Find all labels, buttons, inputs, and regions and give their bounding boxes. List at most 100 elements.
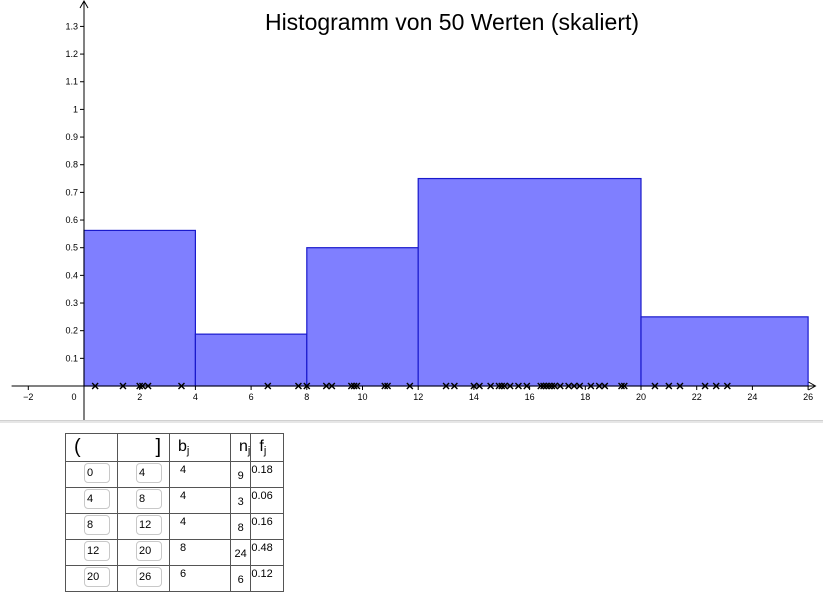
absolute-frequency-cell: 6 [229, 565, 252, 592]
data-point-marker [665, 382, 673, 390]
x-tick-label: 24 [747, 392, 757, 402]
data-point-marker [595, 382, 603, 390]
data-point-marker [601, 382, 609, 390]
data-point-marker [537, 382, 545, 390]
data-point-marker [119, 382, 127, 390]
data-point-marker [542, 382, 550, 390]
x-tick-label: 20 [636, 392, 646, 402]
data-point-marker [144, 382, 152, 390]
lower-bound-cell[interactable]: 4 [65, 487, 118, 514]
y-tick-label: 0.3 [65, 298, 78, 308]
y-tick-label: 1.1 [65, 77, 78, 87]
data-point-marker [322, 382, 330, 390]
data-point-marker [498, 382, 506, 390]
data-point-marker [328, 382, 336, 390]
relative-frequency-cell: 0.18 [250, 461, 284, 488]
header-lower-bound: ( [65, 433, 118, 462]
y-tick-label: 1 [73, 104, 78, 114]
data-point-marker [565, 382, 573, 390]
data-point-marker [514, 382, 522, 390]
data-point-marker [551, 382, 559, 390]
upper-bound-cell[interactable]: 4 [117, 461, 170, 488]
lower-bound-cell-input[interactable]: 0 [84, 463, 110, 483]
relative-frequency-cell: 0.48 [250, 539, 284, 566]
table-row: 0 4 4 9 0.18 [65, 461, 284, 488]
y-tick-label: 0.6 [65, 215, 78, 225]
data-point-marker [540, 382, 548, 390]
x-tick-label: 22 [692, 392, 702, 402]
upper-bound-cell[interactable]: 26 [117, 565, 170, 592]
data-point-marker [294, 382, 302, 390]
x-tick-label: 6 [249, 392, 254, 402]
lower-bound-cell[interactable]: 20 [65, 565, 118, 592]
x-tick-label: 16 [525, 392, 535, 402]
data-point-marker [442, 382, 450, 390]
upper-bound-cell[interactable]: 12 [117, 513, 170, 540]
bin-width-cell: 4 [169, 487, 231, 514]
data-point-marker [712, 382, 720, 390]
data-point-marker [136, 382, 144, 390]
upper-bound-cell-input[interactable]: 4 [136, 463, 162, 483]
lower-bound-cell[interactable]: 12 [65, 539, 118, 566]
data-point-marker [587, 382, 595, 390]
histogram-bar [640, 316, 809, 387]
data-point-marker [506, 382, 514, 390]
x-tick-label: 18 [580, 392, 590, 402]
data-point-marker [138, 382, 146, 390]
upper-bound-cell-input[interactable]: 20 [136, 541, 162, 561]
upper-bound-cell-input[interactable]: 8 [136, 489, 162, 509]
x-tick-label: 12 [413, 392, 423, 402]
tick-labels: −2 2 4 6 8 10 12 14 16 18 20 22 24 2600.10.20.30.40.5… [23, 21, 813, 402]
data-point-marker [701, 382, 709, 390]
data-point-marker [91, 382, 99, 390]
upper-bound-cell[interactable]: 8 [117, 487, 170, 514]
data-point-marker [470, 382, 478, 390]
data-point-marker [450, 382, 458, 390]
absolute-frequency-cell: 3 [229, 487, 252, 514]
data-point-markers [91, 382, 731, 390]
lower-bound-cell-input[interactable]: 12 [84, 541, 110, 561]
header-absolute-frequency: nj [229, 433, 252, 462]
lower-bound-cell-input[interactable]: 4 [84, 489, 110, 509]
x-tick-label: 8 [304, 392, 309, 402]
table-row: 4 8 4 3 0.06 [65, 487, 284, 514]
header-bin-width: bj [169, 433, 231, 462]
data-point-marker [487, 382, 495, 390]
upper-bound-cell-input[interactable]: 12 [136, 515, 162, 535]
y-tick-label: 0.8 [65, 160, 78, 170]
data-point-marker [406, 382, 414, 390]
absolute-frequency-cell: 8 [229, 513, 252, 540]
data-point-marker [264, 382, 272, 390]
data-point-marker [384, 382, 392, 390]
data-point-marker [676, 382, 684, 390]
lower-bound-cell-input[interactable]: 20 [84, 567, 110, 587]
y-tick-label: 0.7 [65, 187, 78, 197]
lower-bound-cell[interactable]: 0 [65, 461, 118, 488]
lower-bound-cell-input[interactable]: 8 [84, 515, 110, 535]
x-tick-label: 10 [357, 392, 367, 402]
data-point-marker [576, 382, 584, 390]
histogram-bar [306, 247, 419, 387]
data-point-marker [353, 382, 361, 390]
table-header-row: ( ] bj nj fj [65, 433, 284, 462]
absolute-frequency-cell: 9 [229, 461, 252, 488]
x-tick-label: −2 [23, 392, 33, 402]
histogram-graphics[interactable]: Histogramm von 50 Werten (skaliert) −2 2 4… [0, 0, 823, 420]
data-point-marker [651, 382, 659, 390]
x-axis-arrow [808, 381, 817, 391]
y-tick-label: 0.9 [65, 132, 78, 142]
relative-frequency-cell: 0.12 [250, 565, 284, 592]
relative-frequency-cell: 0.06 [250, 487, 284, 514]
origin-label: 0 [71, 392, 76, 402]
table-row: 20 26 6 6 0.12 [65, 565, 284, 592]
data-point-marker [177, 382, 185, 390]
data-point-marker [303, 382, 311, 390]
histogram-bar [194, 333, 308, 387]
data-point-marker [618, 382, 625, 390]
upper-bound-cell-input[interactable]: 26 [136, 567, 162, 587]
data-point-marker [347, 382, 355, 390]
upper-bound-cell[interactable]: 20 [117, 539, 170, 566]
x-tick-label: 2 [137, 392, 142, 402]
lower-bound-cell[interactable]: 8 [65, 513, 118, 540]
relative-frequency-cell: 0.16 [250, 513, 284, 540]
